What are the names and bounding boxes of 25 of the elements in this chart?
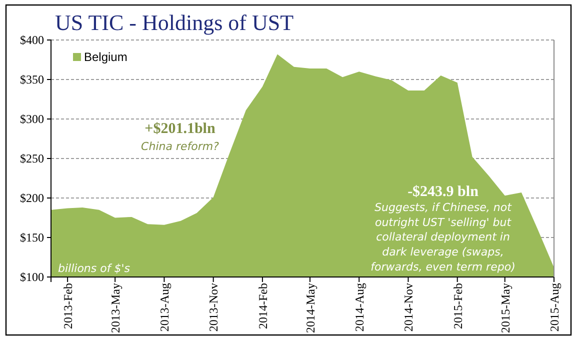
legend-label: Belgium xyxy=(84,50,128,64)
x-tick-label: 2014-Nov xyxy=(402,283,416,332)
x-tick-label: 2015-May xyxy=(498,283,512,333)
x-tick-label: 2015-Feb xyxy=(450,283,465,329)
y-tick-label: $300 xyxy=(20,112,44,126)
y-tick-label: $200 xyxy=(20,190,44,205)
x-tick-label: 2013-Feb xyxy=(60,283,75,329)
y-tick-label: $150 xyxy=(20,230,44,244)
annotation: +$201.1bln xyxy=(144,121,216,137)
annotation: billions of $'s xyxy=(58,262,130,275)
x-tick-label: 2013-May xyxy=(108,283,122,333)
x-tick-label: 2013-Aug xyxy=(158,283,172,332)
annotation: Suggests, if Chinese, not outright UST 'selling' but collateral deployment in dark leverage (swaps, forwards, even term repo) xyxy=(370,201,516,274)
x-tick-label: 2014-Aug xyxy=(352,283,366,332)
x-tick-label: 2014-Feb xyxy=(256,283,270,329)
annotation: China reform? xyxy=(141,140,220,153)
y-tick-label: $100 xyxy=(20,270,44,284)
y-tick-label: $250 xyxy=(20,151,44,166)
x-tick-label: 2015-Aug xyxy=(547,283,562,332)
y-tick-label: $350 xyxy=(20,72,44,86)
y-tick-label: $400 xyxy=(20,32,44,47)
x-tick-label: 2014-May xyxy=(303,283,318,333)
x-tick-label: 2013-Nov xyxy=(206,283,221,332)
annotation: -$243.9 bln xyxy=(408,184,480,200)
chart-title: US TIC - Holdings of UST xyxy=(55,10,294,35)
